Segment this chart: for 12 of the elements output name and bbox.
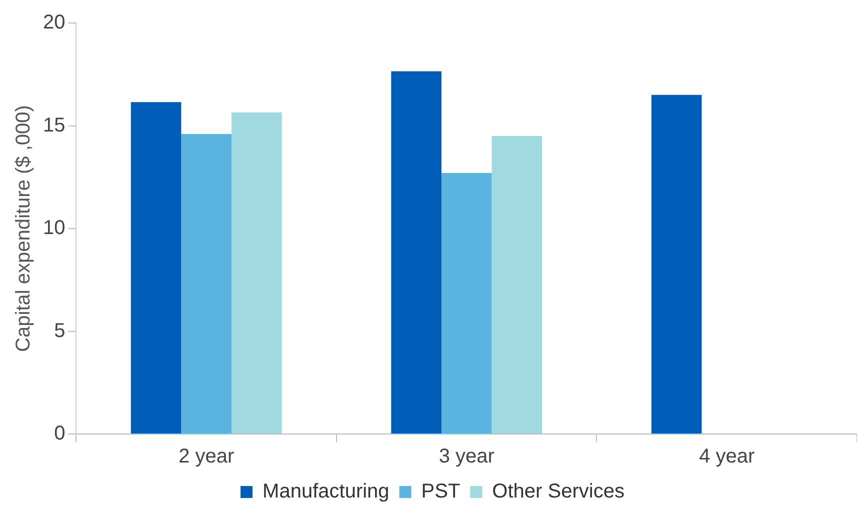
y-tick-label: 20 [42, 12, 66, 34]
y-tick-label: 0 [54, 422, 66, 445]
y-axis-title: Capital expenditure ($ ,000) [12, 105, 35, 352]
legend-label: PST [421, 480, 460, 503]
y-tick-label: 15 [42, 114, 66, 136]
y-tick-label: 5 [54, 320, 66, 342]
legend-label: Other Services [492, 480, 624, 503]
x-tick-label: 3 year [438, 446, 495, 468]
x-tick-label: 4 year [699, 446, 756, 468]
y-tick-label: 10 [42, 217, 66, 240]
legend-label: Manufacturing [262, 480, 390, 503]
x-tick-label: 2 year [178, 446, 234, 468]
